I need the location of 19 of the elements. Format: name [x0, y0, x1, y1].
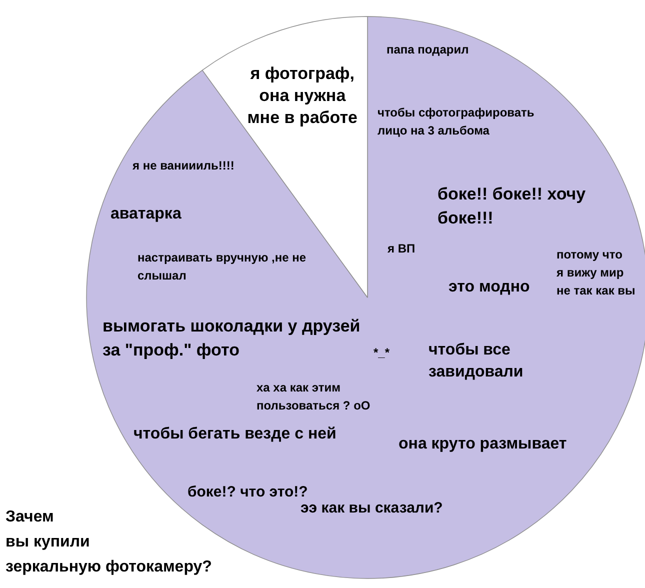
slice-label: я фотограф, она нужна мне в работе — [247, 64, 358, 128]
text: чтобы сфотографировать лицо на 3 альбома — [378, 106, 534, 138]
text: Зачем вы купили зеркальную фотокамеру? — [6, 508, 212, 576]
text: это модно — [448, 278, 530, 296]
text: папа подарил — [386, 42, 469, 56]
text: я не ваниииль!!!! — [132, 158, 234, 172]
text: боке!? что это!? — [188, 484, 308, 500]
text: она круто размывает — [398, 436, 567, 452]
text: аватарка — [110, 206, 182, 222]
text: чтобы бегать везде с ней — [134, 426, 336, 442]
text: я ВП — [388, 242, 416, 256]
text: ха ха как этим пользоваться ? оО — [256, 380, 370, 412]
text: вымогать шоколадки у друзей за "проф." фото — [102, 316, 360, 360]
text: потому что я вижу мир не так как вы — [556, 248, 636, 298]
text: *_* — [374, 346, 390, 360]
text: настраивать вручную ,не не слышал — [138, 250, 306, 282]
text: боке!! боке!! хочу боке!!! — [438, 184, 586, 228]
text: чтобы все завидовали — [428, 342, 524, 380]
text: ээ как вы сказали? — [300, 500, 443, 516]
